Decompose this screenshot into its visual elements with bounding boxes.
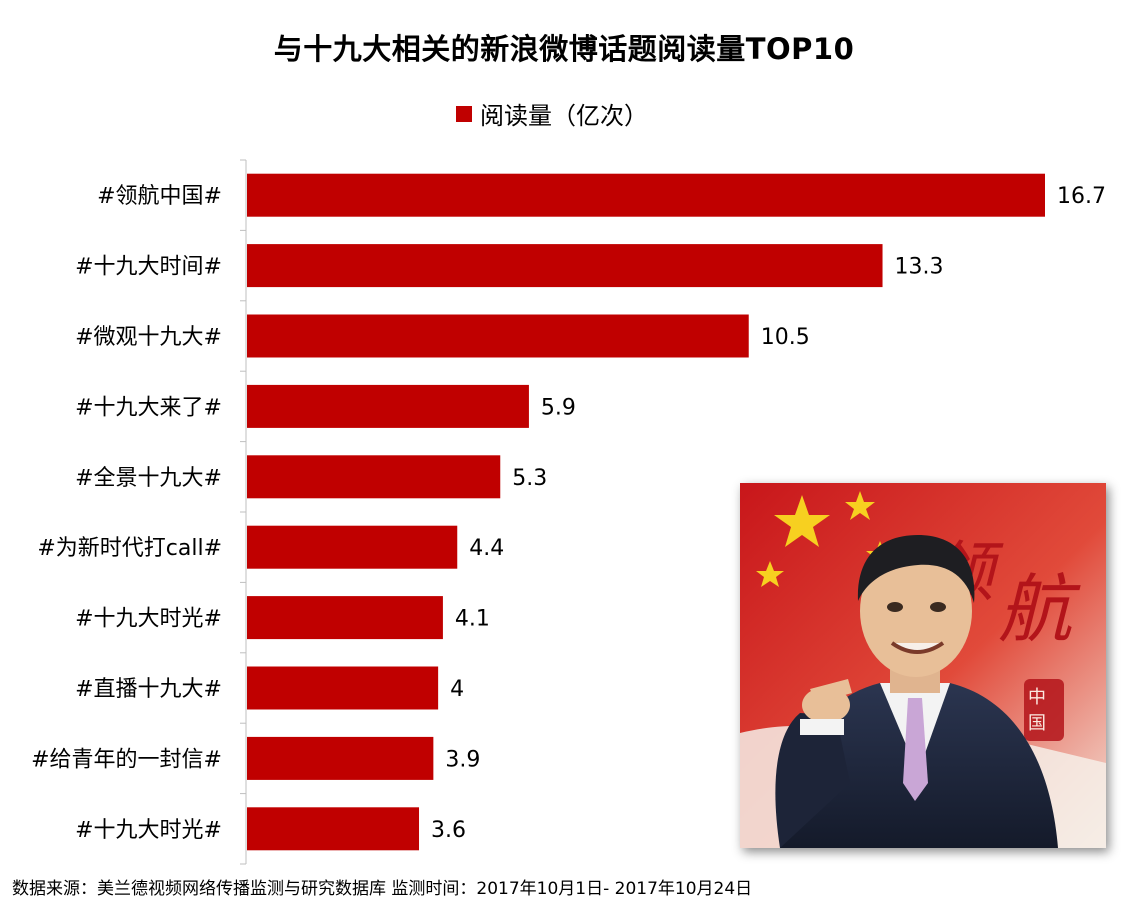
value-label: 16.7 [1057, 184, 1106, 209]
bar [247, 596, 443, 640]
bar [247, 244, 883, 288]
bar [247, 173, 1045, 217]
bar [247, 525, 458, 569]
category-label: #直播十九大# [75, 677, 222, 702]
category-label: #十九大时光# [75, 818, 222, 843]
category-label: #微观十九大# [75, 325, 222, 350]
bar [247, 384, 529, 428]
value-label: 5.3 [512, 466, 547, 491]
chart-title: 与十九大相关的新浪微博话题阅读量TOP10 [273, 32, 855, 66]
value-label: 5.9 [541, 395, 576, 420]
category-label: #十九大来了# [75, 395, 222, 420]
category-label: #十九大时间# [75, 255, 222, 280]
bar [247, 455, 501, 499]
legend-swatch [456, 105, 472, 122]
value-label: 4 [450, 677, 464, 702]
value-label: 3.6 [431, 818, 466, 843]
category-label: #给青年的一封信# [31, 747, 222, 772]
value-label: 4.4 [469, 536, 504, 561]
category-label: #全景十九大# [75, 466, 222, 491]
category-label: #十九大时光# [75, 607, 222, 632]
bar [247, 666, 439, 710]
value-label: 10.5 [761, 325, 810, 350]
bar [247, 736, 434, 780]
leader-photo: 领 航 中 国 [740, 483, 1106, 848]
legend-label: 阅读量（亿次） [480, 102, 648, 130]
value-label: 3.9 [445, 747, 480, 772]
bar [247, 807, 420, 851]
category-label: #为新时代打call# [37, 536, 222, 561]
value-label: 4.1 [455, 607, 490, 632]
svg-text:航: 航 [998, 567, 1081, 653]
svg-text:国: 国 [1028, 713, 1046, 734]
value-label: 13.3 [895, 255, 944, 280]
category-label: #领航中国# [97, 184, 222, 209]
source-note: 数据来源：美兰德视频网络传播监测与研究数据库 监测时间：2017年10月1日- … [12, 879, 753, 899]
legend: 阅读量（亿次） [456, 96, 648, 131]
svg-text:中: 中 [1028, 687, 1046, 708]
bar [247, 314, 749, 358]
